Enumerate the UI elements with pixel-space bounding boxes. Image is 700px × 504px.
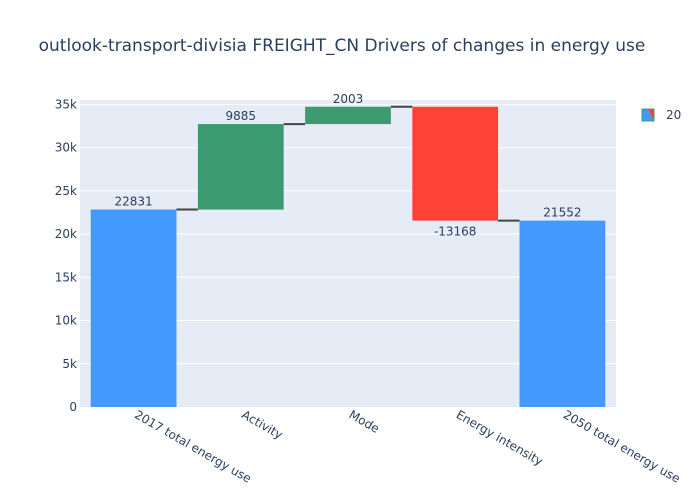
waterfall-bar[interactable]: [519, 220, 606, 407]
y-tick-label: 10k: [55, 314, 77, 328]
data-label: -13168: [434, 225, 477, 239]
data-label: 2003: [333, 92, 364, 106]
legend-swatch-icon: [641, 108, 655, 122]
legend-swatch-part: [642, 109, 654, 121]
y-tick-label: 5k: [62, 357, 77, 371]
y-tick-label: 35k: [55, 97, 77, 111]
data-label: 21552: [543, 206, 581, 220]
legend[interactable]: 20: [641, 108, 681, 122]
y-axis-ticks: 0 5k 10k 15k 20k 25k 30k 35k: [55, 97, 77, 414]
data-label: 9885: [226, 109, 257, 123]
y-tick-label: 15k: [55, 270, 77, 284]
waterfall-bar[interactable]: [197, 124, 284, 210]
legend-label: 20: [666, 108, 681, 122]
bars[interactable]: [90, 106, 606, 407]
waterfall-bar[interactable]: [90, 209, 177, 407]
legend-swatch-part: [648, 109, 654, 121]
connectors: [176, 105, 520, 222]
waterfall-bar[interactable]: [412, 106, 499, 221]
data-labels: 22831 9885 2003 -13168 21552: [115, 92, 582, 239]
data-label: 22831: [115, 195, 153, 209]
y-tick-label: 0: [69, 400, 77, 414]
chart-title: outlook-transport-divisia FREIGHT_CN Dri…: [39, 36, 646, 56]
y-tick-label: 25k: [55, 184, 77, 198]
y-tick-label: 20k: [55, 227, 77, 241]
y-tick-label: 30k: [55, 141, 77, 155]
waterfall-bar[interactable]: [305, 106, 391, 125]
legend-swatch-border: [641, 108, 655, 122]
